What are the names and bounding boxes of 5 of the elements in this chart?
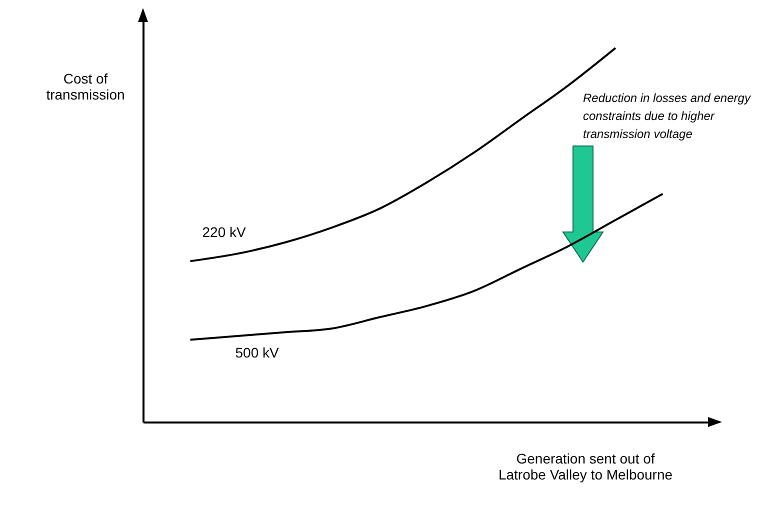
series-label: 500 kV <box>235 344 280 361</box>
y-axis-title: Cost of transmission <box>46 70 125 102</box>
series-label: 220 kV <box>202 224 246 240</box>
annotation: Reduction in losses and energy constraints due to higher transmission voltage <box>583 90 752 143</box>
x-axis-title: Generation sent out of Latrobe Valley to Melbourne <box>498 450 673 482</box>
